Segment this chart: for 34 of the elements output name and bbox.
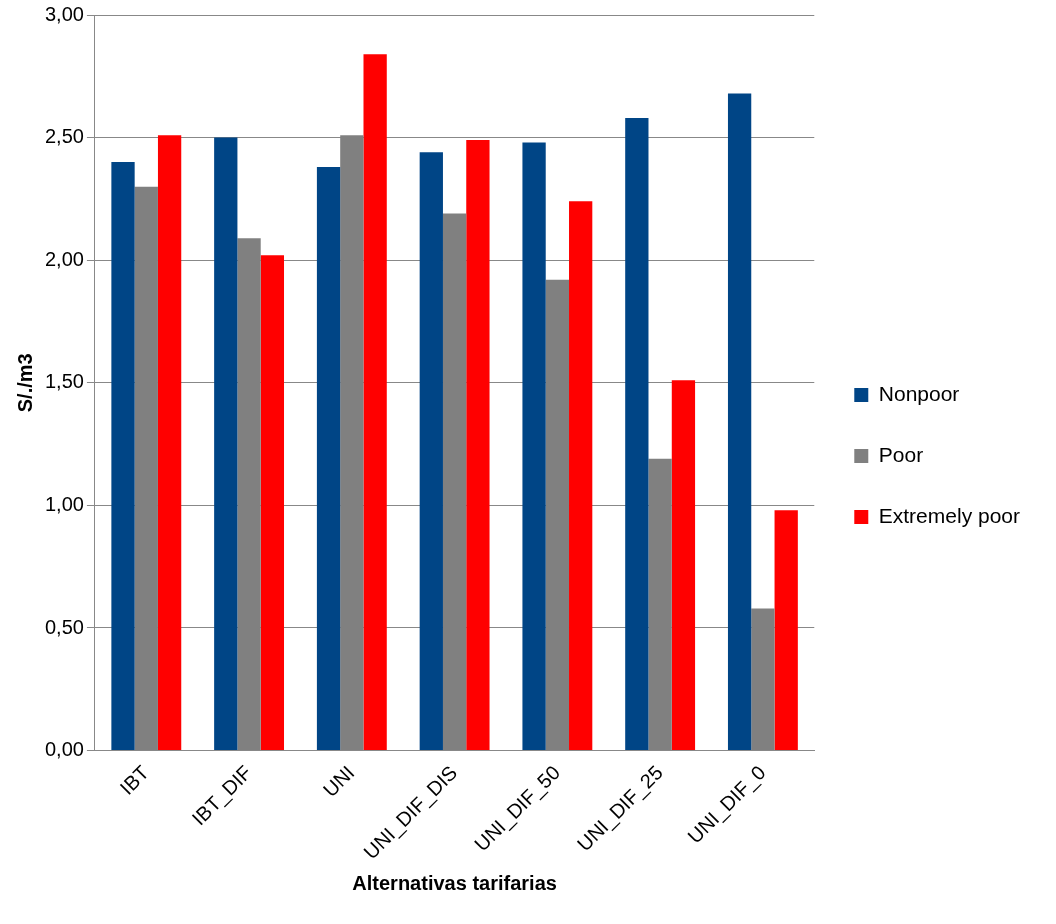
- bar: [442, 213, 467, 751]
- bar: [751, 608, 775, 751]
- bar: [316, 167, 341, 751]
- y-tick-label: 2,00: [44, 247, 84, 270]
- bar: [774, 510, 798, 751]
- bar: [111, 162, 135, 751]
- bar: [363, 54, 387, 751]
- bar: [522, 142, 546, 751]
- bar: [466, 140, 490, 751]
- y-tick-label: 3,00: [44, 2, 84, 25]
- y-tick-label: 2,50: [44, 125, 84, 148]
- bar: [648, 458, 672, 751]
- x-tick-label: UNI: [318, 761, 359, 802]
- bar: [214, 137, 238, 751]
- x-axis-title: Alternativas tarifarias: [352, 871, 557, 894]
- bar: [545, 279, 570, 751]
- bar: [237, 238, 261, 751]
- legend-label: Nonpoor: [878, 381, 960, 405]
- bar: [625, 117, 649, 751]
- bar: [727, 93, 752, 751]
- bar: [134, 186, 158, 751]
- y-tick-label: 0,00: [44, 738, 84, 761]
- bar: [419, 152, 443, 751]
- y-axis-title: S/./m3: [13, 353, 36, 413]
- legend-label: Extremely poor: [878, 503, 1021, 527]
- bar: [157, 135, 182, 751]
- bar: [671, 380, 696, 751]
- y-tick-label: 1,50: [44, 370, 84, 393]
- x-tick-label: IBT: [115, 761, 154, 799]
- bar: [569, 201, 593, 751]
- legend-label: Poor: [878, 442, 924, 466]
- y-tick-label: 0,50: [44, 615, 84, 638]
- y-tick-label: 1,00: [44, 492, 84, 515]
- bar: [260, 255, 285, 751]
